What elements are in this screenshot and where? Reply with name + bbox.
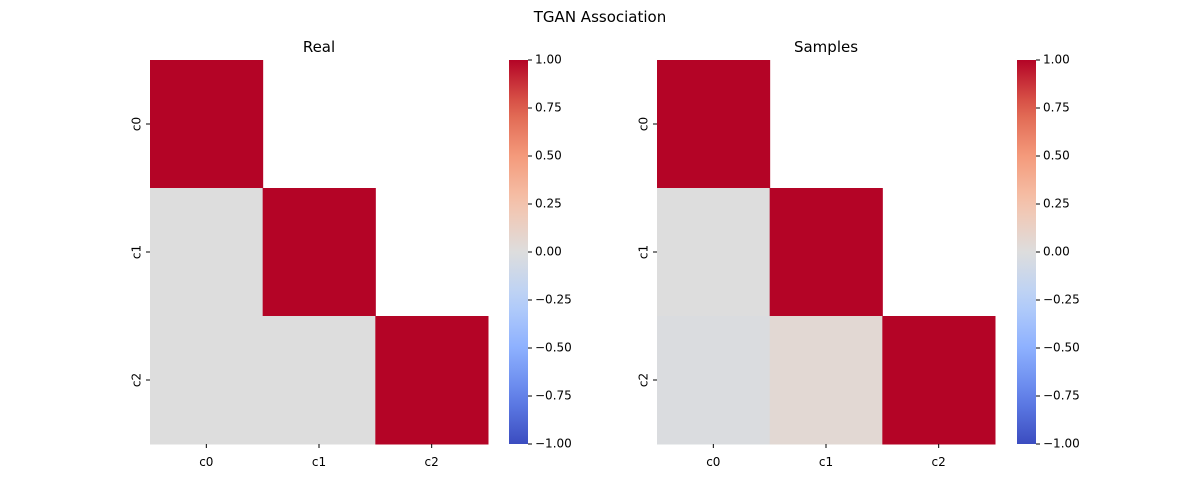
heatmap-cell-c1-c0: [150, 188, 264, 317]
heatmap-cell-c0-c0: [657, 60, 771, 189]
x-tick-label: c1: [312, 455, 326, 469]
colorbar-tick-label: −1.00: [1043, 437, 1080, 451]
heatmap-cell-c0-c0: [150, 60, 264, 189]
colorbar-tick-label: −0.75: [1043, 389, 1080, 403]
x-tick-label: c0: [199, 455, 213, 469]
y-tick-label: c1: [130, 245, 144, 259]
colorbar-tick-label: −1.00: [535, 437, 572, 451]
colorbar-tick-label: 0.25: [1043, 197, 1070, 211]
colorbar-tick-label: 0.00: [535, 245, 562, 259]
x-tick-label: c2: [425, 455, 439, 469]
heatmap-cell-c2-c2: [882, 316, 996, 445]
colorbar-tick-label: −0.50: [535, 341, 572, 355]
heatmap-cell-c1-c1: [262, 188, 376, 317]
colorbar-tick-label: −0.25: [1043, 293, 1080, 307]
colorbar: [1017, 60, 1036, 444]
y-tick-label: c2: [130, 373, 144, 387]
x-tick-label: c0: [706, 455, 720, 469]
colorbar-tick-label: 1.00: [535, 53, 562, 67]
colorbar: [509, 60, 528, 444]
y-tick-label: c0: [637, 117, 651, 131]
colorbar-tick-label: −0.25: [535, 293, 572, 307]
figure-title: TGAN Association: [533, 8, 666, 26]
colorbar-tick-label: −0.75: [535, 389, 572, 403]
heatmap-cell-c2-c1: [262, 316, 376, 445]
heatmap-cell-c2-c2: [375, 316, 489, 445]
panel-title: Real: [303, 38, 335, 56]
heatmap-cell-c2-c0: [657, 316, 771, 445]
heatmap-cell-c1-c1: [769, 188, 883, 317]
heatmap-cell-c1-c0: [657, 188, 771, 317]
panel-title: Samples: [794, 38, 858, 56]
colorbar-tick-label: 0.25: [535, 197, 562, 211]
colorbar-tick-label: −0.50: [1043, 341, 1080, 355]
colorbar-tick-label: 0.50: [535, 149, 562, 163]
y-tick-label: c2: [637, 373, 651, 387]
colorbar-tick-label: 0.00: [1043, 245, 1070, 259]
colorbar-tick-label: 0.75: [535, 101, 562, 115]
x-tick-label: c2: [932, 455, 946, 469]
heatmap-panel-real: Real c0 c1 c2 c0 c1 c2 1.00 0.75 0.50 0.25 0.00 −0.…: [130, 38, 572, 469]
colorbar-tick-label: 0.50: [1043, 149, 1070, 163]
heatmap-cell-c2-c0: [150, 316, 264, 445]
colorbar-tick-label: 1.00: [1043, 53, 1070, 67]
colorbar-tick-label: 0.75: [1043, 101, 1070, 115]
y-tick-label: c0: [130, 117, 144, 131]
y-tick-label: c1: [637, 245, 651, 259]
heatmap-cell-c2-c1: [769, 316, 883, 445]
heatmap-panel-samples: Samples c0 c1 c2 c0 c1 c2 1.00 0.75 0.50 0.25 0.00…: [637, 38, 1080, 469]
x-tick-label: c1: [819, 455, 833, 469]
